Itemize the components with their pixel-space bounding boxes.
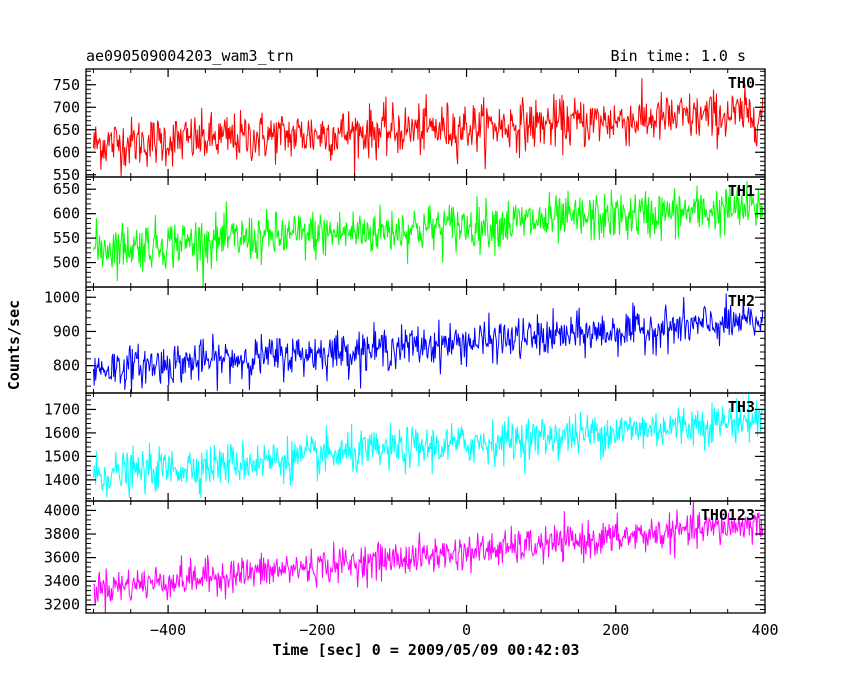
- y-tick-label: 650: [53, 121, 80, 139]
- series-line-th3: [93, 393, 764, 498]
- x-tick-label: −200: [299, 621, 335, 639]
- y-tick-label: 600: [53, 143, 80, 161]
- y-tick-label: 550: [53, 166, 80, 184]
- panel-label-th1: TH1: [728, 182, 755, 200]
- panel-th0: 550 600 650 700 750 TH0: [53, 68, 766, 184]
- series-line-th1: [93, 180, 764, 287]
- y-tick-label: 900: [53, 322, 80, 340]
- y-tick-label: 1000: [44, 288, 80, 306]
- series-line-th0123: [93, 501, 764, 613]
- y-tick-label: 700: [53, 98, 80, 116]
- y-tick-label: 500: [53, 254, 80, 272]
- y-tick-label: 3800: [44, 525, 80, 543]
- y-tick-label: 3200: [44, 596, 80, 614]
- y-tick-label: 750: [53, 76, 80, 94]
- y-axis-label: Counts/sec: [5, 300, 23, 390]
- x-tick-label: 200: [602, 621, 629, 639]
- y-tick-label: 4000: [44, 501, 80, 519]
- bin-time-label: Bin time: 1.0 s: [611, 47, 746, 65]
- y-tick-label: 800: [53, 357, 80, 375]
- y-tick-label: 3400: [44, 572, 80, 590]
- panel-label-th0: TH0: [728, 74, 755, 92]
- panel-th2: 800 900 1000 TH2: [44, 286, 766, 394]
- panel-label-th2: TH2: [728, 292, 755, 310]
- panel-th0123: 3200 3400 3600 3800 4000 TH0123: [44, 500, 766, 614]
- y-tick-label: 650: [53, 180, 80, 198]
- series-line-th0: [93, 78, 764, 177]
- x-axis-label: Time [sec] 0 = 2009/05/09 00:42:03: [272, 641, 579, 659]
- y-tick-label: 1600: [44, 424, 80, 442]
- y-tick-label: 1700: [44, 400, 80, 418]
- x-tick-label: −400: [150, 621, 186, 639]
- panel-th3: 1400 1500 1600 1700 TH3: [44, 392, 766, 502]
- x-tick-label: 400: [751, 621, 778, 639]
- panel-label-th3: TH3: [728, 398, 755, 416]
- panel-label-th0123: TH0123: [701, 506, 755, 524]
- panel-th1: 500 550 600 650 TH1: [53, 176, 766, 288]
- panel-frame: [85, 68, 766, 178]
- panel-frame: [85, 176, 766, 288]
- x-tick-label: 0: [462, 621, 471, 639]
- y-tick-label: 600: [53, 205, 80, 223]
- series-line-th2: [93, 293, 764, 393]
- y-tick-label: 1400: [44, 471, 80, 489]
- y-tick-label: 550: [53, 229, 80, 247]
- chart-title: ae090509004203_wam3_trn: [86, 47, 294, 65]
- y-tick-label: 1500: [44, 447, 80, 465]
- y-tick-label: 3600: [44, 549, 80, 567]
